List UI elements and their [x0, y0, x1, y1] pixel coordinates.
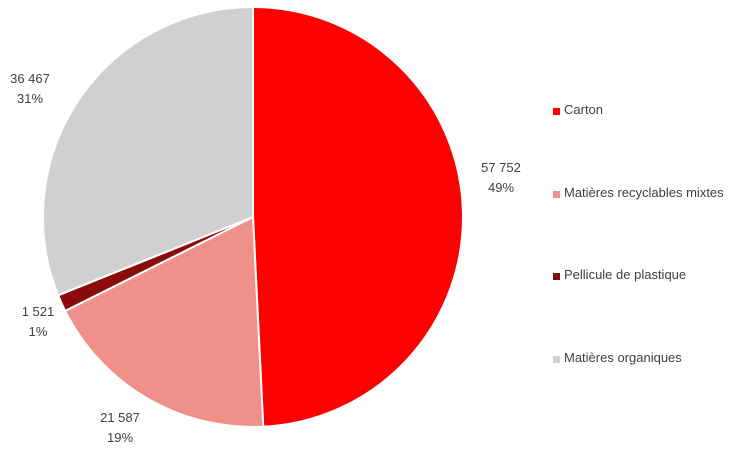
pie-slice-1: [63, 215, 265, 428]
pie-slice-3: [42, 5, 254, 297]
legend-label-pellicule-de-plastique: Pellicule de plastique: [564, 267, 687, 283]
data-label-value-1: 21 587: [100, 410, 140, 425]
legend-swatch-pellicule-de-plastique: [553, 273, 560, 281]
legend-swatch-matieres-organiques: [553, 356, 560, 364]
legend-item-matieres-recyclables-mixtes: Matières recyclables mixtes: [553, 183, 743, 266]
data-label-value-3: 36 467: [10, 71, 50, 86]
data-label-value-2: 1 521: [22, 304, 55, 319]
legend-swatch-carton: [553, 108, 560, 115]
data-label-value-0: 57 752: [481, 160, 521, 175]
legend-swatch-matieres-recyclables-mixtes: [553, 190, 560, 198]
legend-item-pellicule-de-plastique: Pellicule de plastique: [553, 265, 743, 348]
data-label-percent-3: 31%: [17, 91, 43, 106]
legend-label-carton: Carton: [564, 102, 604, 117]
pie-slice-0: [252, 5, 464, 428]
data-label-percent-0: 49%: [488, 180, 514, 195]
data-label-percent-1: 19%: [107, 430, 133, 445]
legend-item-carton: Carton: [553, 100, 743, 183]
legend-label-matieres-organiques: Matières organiques: [564, 350, 682, 366]
legend-item-matieres-organiques: Matières organiques: [553, 348, 743, 431]
data-label-percent-2: 1%: [29, 324, 48, 339]
legend: Carton Matières recyclables mixtes Pelli…: [553, 100, 743, 431]
legend-label-matieres-recyclables-mixtes: Matières recyclables mixtes: [564, 184, 724, 200]
